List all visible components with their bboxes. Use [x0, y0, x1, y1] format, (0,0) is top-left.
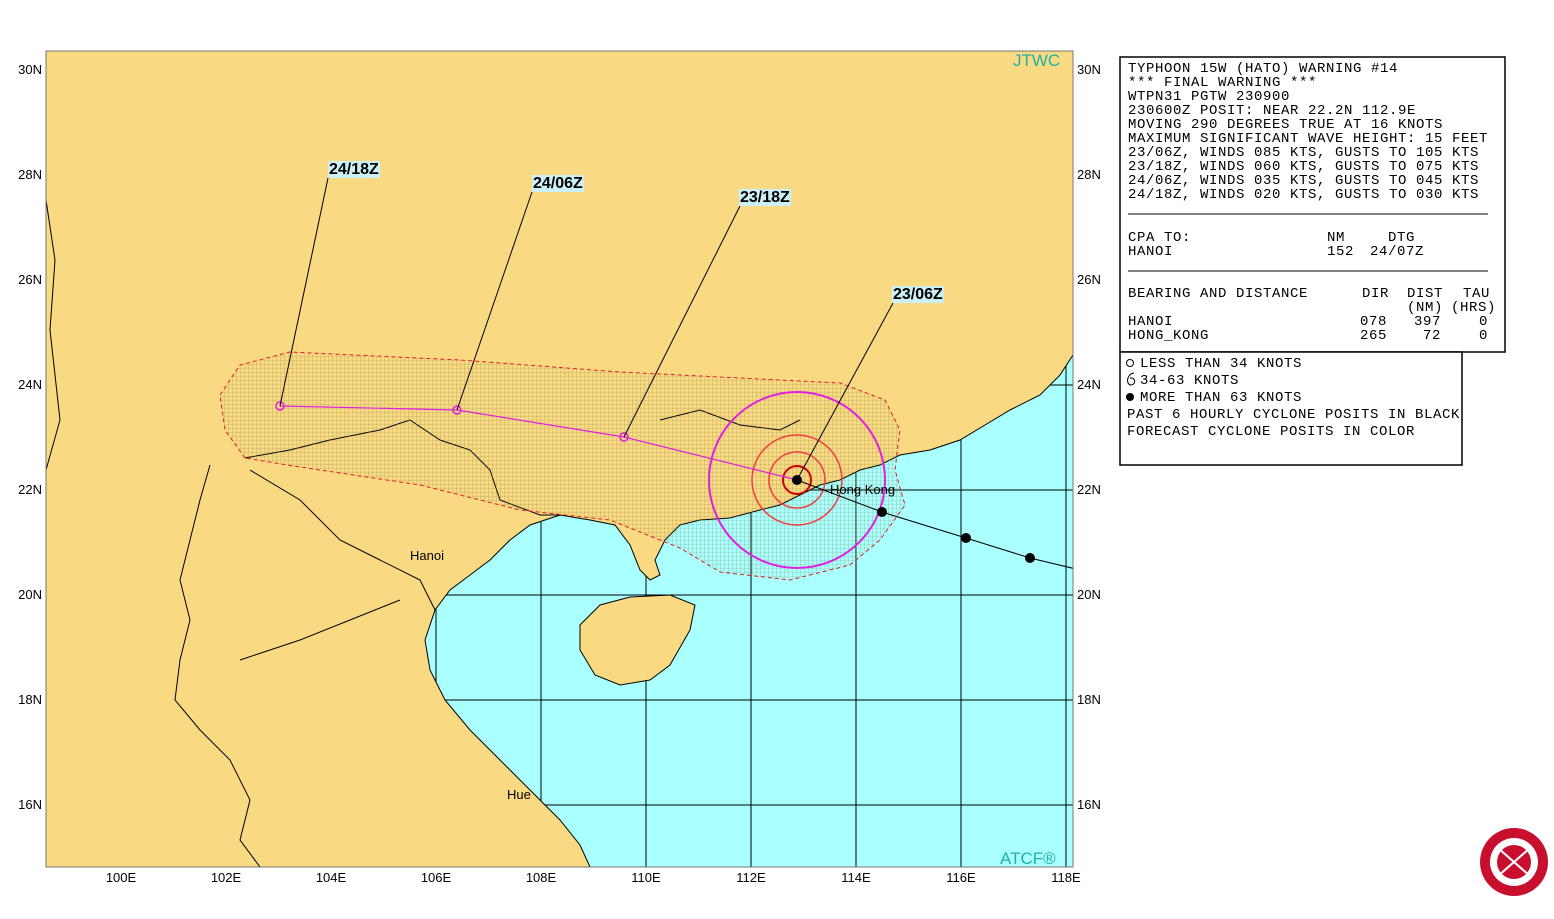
warning-text-line: *** FINAL WARNING ***: [1128, 75, 1317, 91]
warning-text-line: 24/06Z, WINDS 035 KTS, GUSTS TO 045 KTS: [1128, 173, 1479, 189]
warning-text-line: NM: [1327, 230, 1345, 246]
hainan-island: [579, 594, 696, 686]
legend-panel: [1119, 351, 1463, 466]
warning-text-line: (NM): [1407, 300, 1443, 316]
lat-label: 24N: [1077, 377, 1101, 392]
warning-text-line: 23/06Z, WINDS 085 KTS, GUSTS TO 105 KTS: [1128, 145, 1479, 161]
warning-text-line: 72: [1423, 328, 1441, 344]
place-label: Hue: [507, 787, 531, 802]
warning-text-line: 23/18Z, WINDS 060 KTS, GUSTS TO 075 KTS: [1128, 159, 1479, 175]
lat-label: 20N: [18, 587, 42, 602]
lat-label: 30N: [18, 62, 42, 77]
warning-text-line: MAXIMUM SIGNIFICANT WAVE HEIGHT: 15 FEET: [1128, 131, 1488, 147]
wind-radii: [708, 391, 886, 569]
lat-label: 18N: [1077, 692, 1101, 707]
warning-text-line: HANOI: [1128, 244, 1173, 260]
warning-text-line: 397: [1414, 314, 1441, 330]
warning-text-line: HANOI: [1128, 314, 1173, 330]
lat-label: 18N: [18, 692, 42, 707]
lat-label: 20N: [1077, 587, 1101, 602]
forecast-label-bg: [328, 161, 381, 178]
warning-text-line: LESS THAN 34 KNOTS: [1140, 356, 1302, 372]
warning-text-line: 0: [1479, 314, 1488, 330]
credit: ATCF®: [1000, 849, 1056, 868]
forecast-label: 24/18Z: [329, 161, 379, 178]
forecast-label: 24/06Z: [533, 175, 583, 192]
lat-label: 30N: [1077, 62, 1101, 77]
warning-text-line: CPA TO:: [1128, 230, 1191, 246]
track-symbols: [275, 401, 1035, 563]
lon-label: 106E: [421, 870, 452, 885]
warning-text-line: FORECAST CYCLONE POSITS IN COLOR: [1127, 424, 1415, 440]
place-label: Hanoi: [410, 548, 444, 563]
warning-text-line: MORE THAN 63 KNOTS: [1140, 390, 1302, 406]
lon-label: 100E: [106, 870, 137, 885]
warning-text-line: 230600Z POSIT: NEAR 22.2N 112.9E: [1128, 103, 1416, 119]
place-label: Hong Kong: [830, 482, 895, 497]
lat-label: 16N: [18, 797, 42, 812]
lon-label: 112E: [736, 870, 766, 885]
forecast-track: [279, 405, 798, 481]
warning-text-line: 24/18Z, WINDS 020 KTS, GUSTS TO 030 KTS: [1128, 187, 1479, 203]
lon-label: 108E: [526, 870, 557, 885]
warning-text-line: 152: [1327, 244, 1354, 260]
lat-label: 28N: [18, 167, 42, 182]
lat-label: 28N: [1077, 167, 1101, 182]
warning-text-line: HONG_KONG: [1128, 328, 1209, 344]
credit: JTWC: [1013, 51, 1060, 70]
warning-panel: [1119, 56, 1506, 353]
warning-text-line: 34-63 KNOTS: [1140, 373, 1239, 389]
warning-text-line: DIR: [1362, 286, 1389, 302]
lon-label: 114E: [841, 870, 871, 885]
lat-label: 16N: [1077, 797, 1101, 812]
warning-text-line: (HRS): [1451, 300, 1496, 316]
forecast-label-bg: [892, 286, 945, 303]
warning-text: TYPHOON 15W (HATO) WARNING #14*** FINAL …: [1127, 61, 1496, 440]
warning-text-line: PAST 6 HOURLY CYCLONE POSITS IN BLACK: [1127, 407, 1460, 423]
map-labels: 30N 30N 28N 28N 26N 26N 24N 24N 22N 22N 20N 20N 18N 1…: [18, 51, 1101, 885]
lat-label: 22N: [1077, 482, 1101, 497]
lon-label: 102E: [211, 870, 242, 885]
warning-text-line: MOVING 290 DEGREES TRUE AT 16 KNOTS: [1128, 117, 1443, 133]
warning-text-line: 265: [1360, 328, 1387, 344]
forecast-label-bg: [532, 175, 585, 192]
map: [46, 51, 1073, 867]
lon-label: 116E: [946, 870, 976, 885]
lon-label: 104E: [316, 870, 347, 885]
warning-text-line: WTPN31 PGTW 230900: [1128, 89, 1290, 105]
warning-text-line: DIST: [1407, 286, 1443, 302]
lat-label: 26N: [1077, 272, 1101, 287]
lat-label: 22N: [18, 482, 42, 497]
lat-label: 26N: [18, 272, 42, 287]
warning-text-line: BEARING AND DISTANCE: [1128, 286, 1308, 302]
warning-text-line: 0: [1479, 328, 1488, 344]
warning-text-line: 078: [1360, 314, 1387, 330]
forecast-label: 23/18Z: [740, 189, 790, 206]
lon-label: 110E: [631, 870, 661, 885]
legend-symbols: [1126, 359, 1136, 401]
lat-label: 24N: [18, 377, 42, 392]
map-frame: [45, 50, 1074, 868]
warning-text-line: DTG: [1388, 230, 1415, 246]
warning-text-line: TYPHOON 15W (HATO) WARNING #14: [1128, 61, 1398, 77]
forecast-label-bg: [739, 189, 792, 206]
lon-label: 118E: [1051, 870, 1081, 885]
label-leaders: [279, 177, 894, 481]
jtwc-logo: [1480, 828, 1548, 896]
warning-text-line: 24/07Z: [1370, 244, 1424, 260]
warning-text-line: TAU: [1463, 286, 1490, 302]
forecast-label: 23/06Z: [893, 286, 943, 303]
